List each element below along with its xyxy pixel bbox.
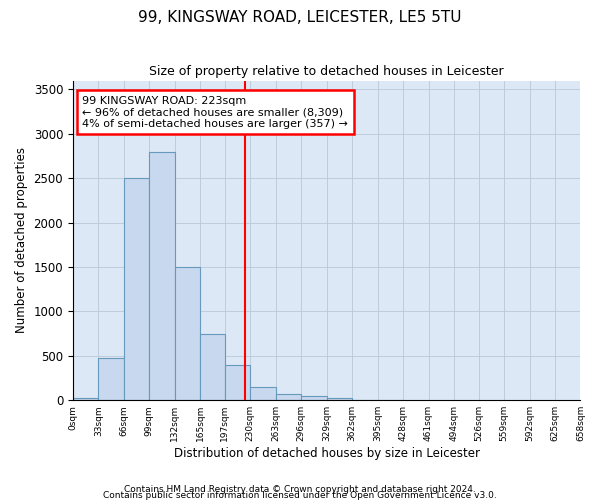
Text: 99, KINGSWAY ROAD, LEICESTER, LE5 5TU: 99, KINGSWAY ROAD, LEICESTER, LE5 5TU [138,10,462,25]
Bar [301,396,327,400]
Bar [200,334,225,400]
Bar [250,387,276,400]
Bar [124,178,149,400]
Text: Contains public sector information licensed under the Open Government Licence v3: Contains public sector information licen… [103,490,497,500]
Bar [98,358,124,400]
Bar [149,152,175,400]
Bar [276,394,301,400]
Text: Contains HM Land Registry data © Crown copyright and database right 2024.: Contains HM Land Registry data © Crown c… [124,484,476,494]
Bar [175,267,200,400]
Title: Size of property relative to detached houses in Leicester: Size of property relative to detached ho… [149,65,504,78]
Text: 99 KINGSWAY ROAD: 223sqm
← 96% of detached houses are smaller (8,309)
4% of semi: 99 KINGSWAY ROAD: 223sqm ← 96% of detach… [82,96,348,129]
Bar [225,364,250,400]
Y-axis label: Number of detached properties: Number of detached properties [15,148,28,334]
Bar [327,398,352,400]
Bar [73,398,98,400]
X-axis label: Distribution of detached houses by size in Leicester: Distribution of detached houses by size … [174,447,480,460]
